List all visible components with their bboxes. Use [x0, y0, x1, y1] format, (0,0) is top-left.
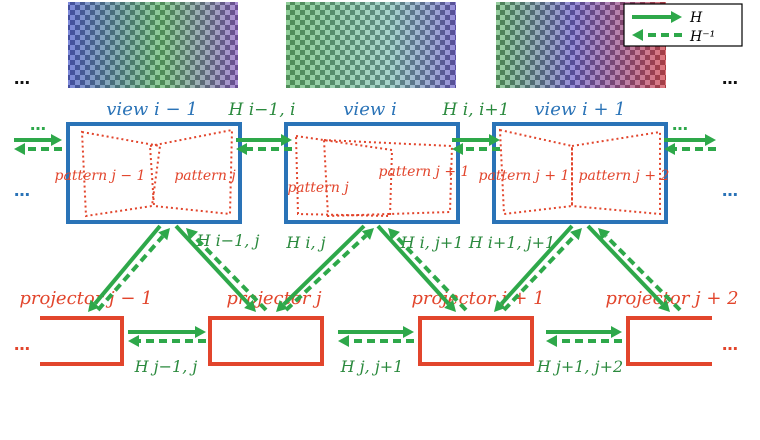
view-box-2 — [284, 122, 460, 224]
arrow-proj1-proj2-forward — [128, 326, 206, 338]
arrow-view3-proj3-forward — [494, 224, 574, 312]
legend-solid-arrow-shape — [632, 11, 682, 23]
ellipsis-projectors-right: … — [722, 335, 738, 354]
pattern-label-view3-right: pattern j + 2 — [579, 168, 670, 184]
projector-homography-label-3: H j+1, j+2 — [536, 357, 623, 376]
view-homography-label-2: H i, i+1 — [442, 100, 510, 120]
pattern-quad-view2-right — [322, 138, 454, 218]
view-projector-homography-label-2: H i, j — [285, 233, 325, 252]
arrow-view2-proj3-inverse — [388, 228, 468, 312]
projector-box-3 — [418, 316, 534, 366]
projector-box-4 — [626, 316, 712, 366]
arrow-view1-proj1-forward — [88, 224, 162, 312]
arrow-view1-view2-forward — [236, 134, 292, 146]
arrow-view1-view2-inverse — [236, 143, 292, 155]
ellipsis-views-right: … — [722, 181, 738, 200]
pattern-quad-view1-right — [148, 128, 234, 216]
legend: H H⁻¹ — [623, 3, 743, 47]
ellipsis-photos-right: … — [722, 69, 738, 88]
projection-photo-1 — [68, 2, 238, 88]
arrow-view-right-edge-forward — [664, 134, 716, 146]
view-box-1 — [66, 122, 242, 224]
pattern-label-view1-left: pattern j − 1 — [55, 168, 146, 184]
arrow-view2-proj2-inverse — [284, 228, 374, 312]
projector-homography-label-2: H j, j+1 — [340, 357, 404, 376]
ellipsis-views-left: … — [14, 181, 30, 200]
arrow-proj3-proj4-inverse — [546, 335, 622, 347]
view-projector-homography-label-3: H i, j+1 — [400, 233, 464, 252]
legend-solid-arrow — [632, 11, 682, 23]
view-homography-label-1: H i−1, i — [228, 100, 296, 120]
projector-label-4: projector j + 2 — [605, 288, 738, 309]
pattern-quad-view2-left — [294, 134, 394, 218]
pattern-label-view1-right: pattern j — [174, 168, 236, 184]
projector-homography-label-1: H j−1, j — [134, 357, 198, 376]
pattern-label-view3-left: pattern j + 1 — [479, 168, 570, 184]
arrow-view-left-edge-forward — [14, 134, 62, 146]
pattern-quad-view3-right — [571, 130, 661, 216]
pattern-quad-view3-left — [498, 128, 573, 216]
view-label-1: view i − 1 — [106, 99, 197, 120]
ellipsis-projectors-left: … — [14, 335, 30, 354]
arrow-view2-proj2-forward — [276, 224, 366, 312]
ellipsis-views-top-left: … — [30, 115, 46, 134]
arrow-view-right-edge-inverse — [664, 143, 716, 155]
arrow-proj2-proj3-inverse — [338, 335, 414, 347]
arrow-view1-proj2-forward — [174, 224, 256, 312]
view-label-2: view i — [343, 99, 396, 120]
homography-arrows — [14, 134, 716, 347]
projection-photo-2 — [286, 2, 456, 88]
arrow-view2-view3-inverse — [452, 143, 500, 155]
view-projector-homography-label-4: H i+1, j+1 — [468, 233, 555, 252]
pattern-label-view2-left: pattern j — [287, 180, 349, 196]
ellipsis-views-top-right: … — [672, 115, 688, 134]
projector-label-1: projector j − 1 — [19, 288, 152, 309]
view-box-3 — [492, 122, 668, 224]
pattern-label-view2-right: pattern j + 1 — [379, 164, 470, 180]
view-projector-homography-label-1: H i−1, j — [196, 231, 260, 250]
ellipsis-photos-left: … — [14, 69, 30, 88]
arrow-view1-proj2-inverse — [186, 228, 268, 312]
legend-dashed-arrow-shape — [632, 29, 682, 41]
legend-dashed-arrow — [632, 29, 682, 41]
arrow-view3-proj3-inverse — [502, 228, 582, 312]
arrow-view-left-edge-inverse — [14, 143, 62, 155]
view-label-3: view i + 1 — [534, 99, 625, 120]
legend-dashed-label: H⁻¹ — [689, 29, 715, 45]
legend-solid-label: H — [689, 10, 703, 26]
arrow-view1-proj1-inverse — [96, 228, 170, 312]
arrow-view3-proj4-inverse — [598, 228, 682, 312]
projector-box-2 — [208, 316, 324, 366]
arrow-view2-view3-forward — [452, 134, 500, 146]
arrow-view3-proj4-forward — [586, 224, 670, 312]
arrow-proj3-proj4-forward — [546, 326, 622, 338]
arrow-proj1-proj2-inverse — [128, 335, 206, 347]
projector-box-1 — [40, 316, 124, 366]
arrow-proj2-proj3-forward — [338, 326, 414, 338]
arrow-view2-proj3-forward — [376, 224, 456, 312]
